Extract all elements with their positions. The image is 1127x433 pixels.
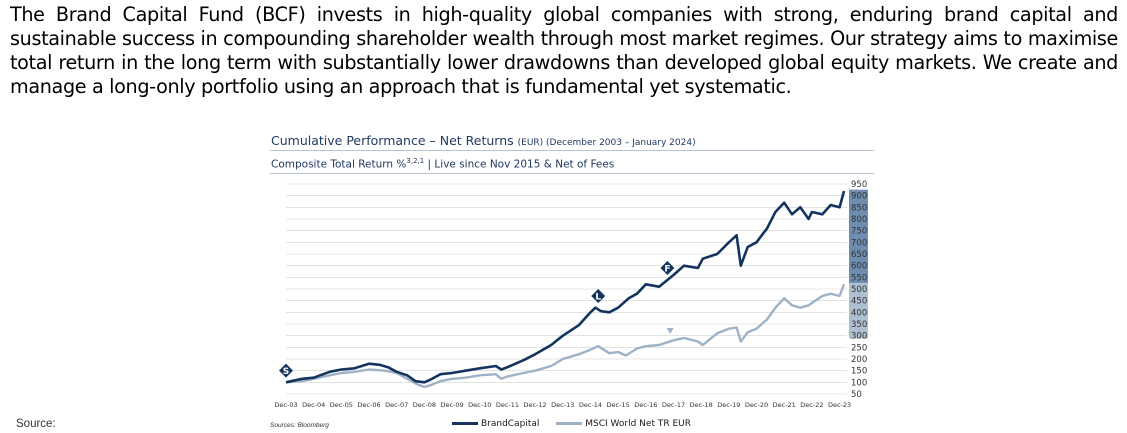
y-tick-label-150: 150 bbox=[851, 367, 867, 377]
legend-item-brandcapital: BrandCapital bbox=[452, 419, 539, 429]
x-tick-label-Dec-12: Dec-12 bbox=[524, 401, 547, 409]
y-tick-label-450: 450 bbox=[851, 297, 867, 307]
x-tick-label-Dec-13: Dec-13 bbox=[551, 401, 574, 409]
x-tick-label-Dec-08: Dec-08 bbox=[413, 401, 436, 409]
x-tick-label-Dec-07: Dec-07 bbox=[385, 401, 408, 409]
y-tick-label-400: 400 bbox=[851, 308, 867, 318]
chart-title-period: (EUR) (December 2003 – January 2024) bbox=[517, 138, 696, 148]
chart-title: Cumulative Performance – Net Returns (EU… bbox=[271, 133, 696, 148]
x-tick-label-Dec-21: Dec-21 bbox=[773, 401, 796, 409]
x-tick-label-Dec-03: Dec-03 bbox=[274, 401, 297, 409]
x-tick-label-Dec-23: Dec-23 bbox=[828, 401, 851, 409]
subtitle-rule bbox=[270, 173, 874, 174]
performance-chart: Cumulative Performance – Net Returns (EU… bbox=[264, 128, 876, 433]
y-tick-label-200: 200 bbox=[851, 355, 867, 365]
event-marker-label-S: S bbox=[283, 367, 289, 377]
subtitle-text-live: | Live since Nov 2015 & Net of Fees bbox=[424, 158, 615, 171]
legend-label-msci: MSCI World Net TR EUR bbox=[585, 418, 691, 429]
legend-label-brandcapital: BrandCapital bbox=[481, 418, 540, 429]
x-tick-label-Dec-22: Dec-22 bbox=[800, 401, 823, 409]
sources-note: Sources: Bloomberg bbox=[270, 422, 329, 429]
y-tick-label-550: 550 bbox=[851, 273, 867, 283]
event-marker-L bbox=[591, 289, 606, 303]
x-tick-label-Dec-18: Dec-18 bbox=[690, 401, 713, 409]
y-axis-band-brand bbox=[849, 189, 868, 284]
title-rule bbox=[270, 150, 874, 151]
msci-triangle-marker bbox=[666, 328, 674, 334]
chart-subtitle: Composite Total Return %3,2,1 | Live sin… bbox=[271, 157, 614, 171]
x-tick-label-Dec-04: Dec-04 bbox=[302, 401, 325, 409]
x-tick-label-Dec-20: Dec-20 bbox=[745, 401, 768, 409]
event-marker-F bbox=[660, 261, 675, 275]
x-tick-label-Dec-09: Dec-09 bbox=[440, 401, 463, 409]
x-tick-label-Dec-17: Dec-17 bbox=[662, 401, 685, 409]
subtitle-text: Composite Total Return % bbox=[271, 158, 407, 171]
y-tick-label-650: 650 bbox=[851, 250, 867, 260]
subtitle-footnote: 3,2,1 bbox=[406, 157, 425, 165]
x-tick-label-Dec-11: Dec-11 bbox=[496, 401, 519, 409]
event-marker-label-L: L bbox=[595, 293, 601, 303]
y-tick-label-50: 50 bbox=[851, 390, 862, 400]
x-tick-label-Dec-05: Dec-05 bbox=[330, 401, 353, 409]
y-tick-label-800: 800 bbox=[851, 215, 867, 225]
legend-swatch-msci bbox=[556, 422, 583, 425]
y-axis-band-msci bbox=[849, 283, 868, 339]
chart-legend: BrandCapital MSCI World Net TR EUR bbox=[452, 418, 705, 429]
x-tick-label-Dec-10: Dec-10 bbox=[468, 401, 491, 409]
y-tick-label-900: 900 bbox=[851, 192, 867, 202]
y-tick-label-350: 350 bbox=[851, 320, 867, 330]
legend-item-msci: MSCI World Net TR EUR bbox=[556, 419, 691, 429]
y-tick-label-950: 950 bbox=[851, 180, 867, 190]
x-tick-label-Dec-15: Dec-15 bbox=[607, 401, 630, 409]
legend-swatch-brandcapital bbox=[452, 422, 478, 425]
y-tick-label-250: 250 bbox=[851, 343, 867, 353]
intro-paragraph: The Brand Capital Fund (BCF) invests in … bbox=[10, 3, 1118, 98]
source-label: Source: bbox=[16, 418, 56, 430]
x-tick-label-Dec-19: Dec-19 bbox=[717, 401, 740, 409]
y-tick-label-750: 750 bbox=[851, 227, 867, 237]
y-tick-label-700: 700 bbox=[851, 238, 867, 248]
x-tick-label-Dec-06: Dec-06 bbox=[357, 401, 380, 409]
x-tick-label-Dec-14: Dec-14 bbox=[579, 401, 602, 409]
event-marker-label-F: F bbox=[664, 265, 670, 275]
series-line-brandcapital bbox=[285, 190, 846, 384]
chart-title-main: Cumulative Performance – Net Returns bbox=[271, 133, 514, 148]
y-tick-label-300: 300 bbox=[851, 332, 867, 342]
y-tick-label-100: 100 bbox=[851, 378, 867, 388]
series-line-msci bbox=[285, 283, 846, 389]
event-marker-S bbox=[279, 363, 293, 378]
x-tick-label-Dec-16: Dec-16 bbox=[634, 401, 657, 409]
y-tick-label-600: 600 bbox=[851, 262, 867, 272]
y-tick-label-850: 850 bbox=[851, 203, 867, 213]
y-tick-label-500: 500 bbox=[851, 285, 867, 295]
